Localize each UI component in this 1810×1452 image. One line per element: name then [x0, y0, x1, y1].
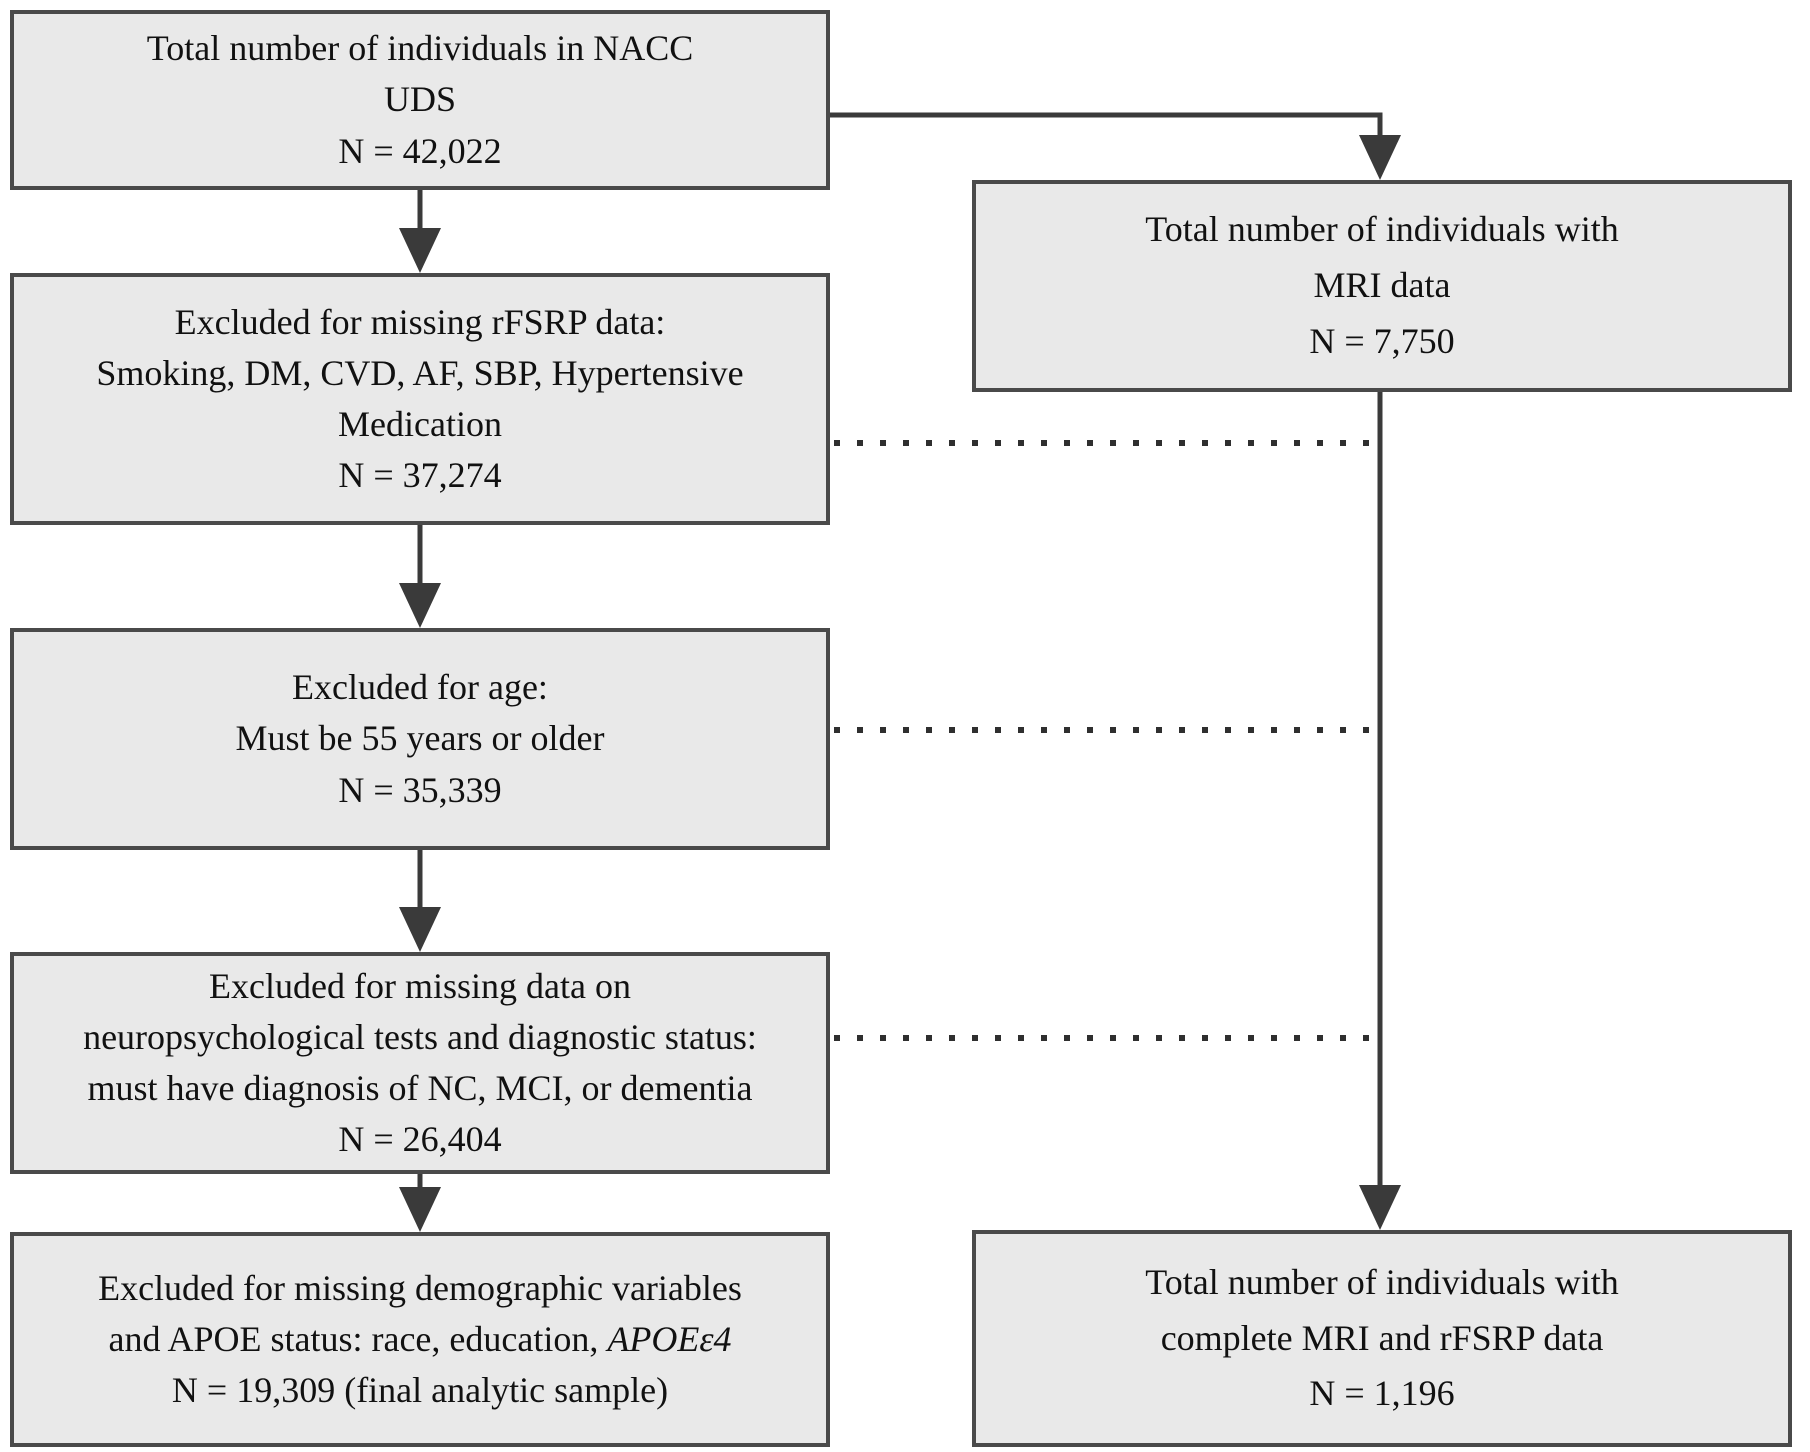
box-mri-total: Total number of individuals with MRI dat… [972, 180, 1792, 392]
box-nacc-total: Total number of individuals in NACC UDS … [10, 10, 830, 190]
box-text-line: Excluded for missing demographic variabl… [98, 1267, 742, 1308]
box-n-value: N = 1,196 [1309, 1373, 1455, 1414]
box-n-value: N = 42,022 [338, 130, 502, 171]
box-text-line: Total number of individuals in NACC [146, 28, 694, 69]
arrow-head-l1-l2 [399, 228, 441, 273]
box-n-value: N = 35,339 [338, 769, 502, 810]
arrow-head-r1-r2 [1359, 1185, 1401, 1230]
arrow-head-l1-r1 [1359, 135, 1401, 180]
box-n-value: N = 37,274 [338, 455, 502, 496]
box-excluded-neuropsych: Excluded for missing data on neuropsycho… [10, 952, 830, 1174]
box-text-line: UDS [383, 79, 457, 120]
box-text-line: Smoking, DM, CVD, AF, SBP, Hypertensive [96, 352, 744, 393]
box-text-line: Excluded for missing rFSRP data: [174, 301, 666, 342]
box-n-value: N = 26,404 [338, 1119, 502, 1160]
arrow-head-l2-l3 [399, 583, 441, 628]
box-text-line: MRI data [1313, 265, 1451, 306]
box-text-segment: and APOE status: race, education, [108, 1318, 608, 1359]
arrow-head-l3-l4 [399, 907, 441, 952]
box-text-line: complete MRI and rFSRP data [1160, 1317, 1604, 1358]
elbow-line-l1-r1 [830, 112, 1383, 139]
box-text-line: Excluded for missing data on [209, 965, 631, 1006]
box-complete-mri-rfsrp: Total number of individuals with complet… [972, 1230, 1792, 1447]
box-text-line: Medication [338, 404, 502, 444]
box-text-line: Excluded for age: [292, 667, 548, 708]
apoe-e4-italic-text: APOEε4 [607, 1318, 732, 1359]
box-n-value: N = 7,750 [1309, 320, 1455, 361]
box-text-line: and APOE status: race, education, APOEε4 [28, 1314, 812, 1365]
arrow-head-l4-l5 [399, 1187, 441, 1232]
box-excluded-demographics: Excluded for missing demographic variabl… [10, 1232, 830, 1447]
box-text-line: must have diagnosis of NC, MCI, or demen… [87, 1068, 753, 1108]
box-text-line: Total number of individuals with [1145, 1261, 1619, 1302]
box-text-line: neuropsychological tests and diagnostic … [83, 1016, 757, 1057]
box-n-value: N = 19,309 (final analytic sample) [171, 1370, 669, 1411]
box-excluded-age: Excluded for age: Must be 55 years or ol… [10, 628, 830, 850]
box-text-line: Must be 55 years or older [235, 718, 605, 759]
box-text-line: Total number of individuals with [1145, 209, 1619, 250]
box-excluded-rfsrp: Excluded for missing rFSRP data: Smoking… [10, 273, 830, 525]
